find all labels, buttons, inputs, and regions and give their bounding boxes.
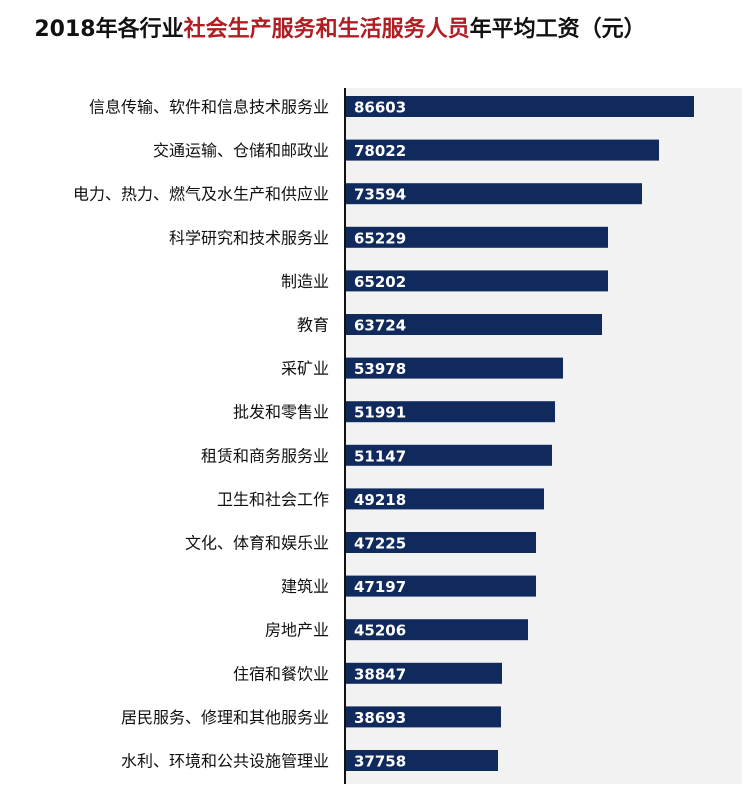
data-label: 78022 — [354, 142, 406, 160]
data-label: 38847 — [354, 665, 406, 683]
bar — [346, 444, 552, 466]
category-label: 批发和零售业 — [233, 403, 329, 422]
chart-title-part: 年平均工资（元） — [469, 17, 646, 42]
data-label: 51147 — [354, 447, 406, 465]
data-label: 47197 — [354, 578, 406, 596]
bar — [346, 270, 608, 292]
data-label: 86603 — [354, 99, 406, 117]
bar — [346, 183, 642, 205]
data-label: 65229 — [354, 229, 406, 247]
category-label: 交通运输、仓储和邮政业 — [153, 141, 329, 160]
category-label: 教育 — [297, 316, 329, 335]
category-label: 住宿和餐饮业 — [233, 664, 329, 683]
category-label: 租赁和商务服务业 — [201, 446, 329, 465]
data-label: 53978 — [354, 360, 406, 378]
bar — [346, 488, 544, 510]
category-label: 电力、热力、燃气及水生产和供应业 — [73, 185, 329, 204]
chart-title: 2018年各行业社会生产服务和生活服务人员年平均工资（元） — [20, 14, 660, 45]
category-label: 科学研究和技术服务业 — [169, 228, 329, 247]
data-label: 47225 — [354, 535, 406, 553]
category-label: 居民服务、修理和其他服务业 — [121, 708, 329, 727]
data-label: 65202 — [354, 273, 406, 291]
bar — [346, 357, 563, 379]
category-label: 采矿业 — [281, 359, 329, 378]
data-label: 49218 — [354, 491, 406, 509]
category-label: 水利、环境和公共设施管理业 — [121, 752, 329, 771]
chart-title-part: 社会生产服务和生活服务人员 — [183, 17, 470, 42]
category-label: 信息传输、软件和信息技术服务业 — [89, 98, 329, 117]
bar — [346, 226, 608, 248]
bar — [346, 532, 536, 553]
bar — [346, 706, 501, 728]
category-label: 文化、体育和娱乐业 — [185, 534, 329, 553]
data-label: 51991 — [354, 404, 406, 422]
bar — [346, 139, 659, 161]
data-label: 63724 — [354, 317, 406, 335]
bar — [346, 575, 536, 597]
chart-title-part: 2018年各行业 — [34, 17, 184, 42]
data-label: 37758 — [354, 753, 406, 771]
category-label: 制造业 — [281, 272, 329, 291]
data-label: 45206 — [354, 622, 406, 640]
bar — [346, 662, 502, 684]
category-label: 建筑业 — [281, 577, 329, 596]
category-label: 卫生和社会工作 — [217, 490, 329, 509]
bar — [346, 750, 498, 771]
data-label: 73594 — [354, 186, 406, 204]
category-label: 房地产业 — [265, 621, 329, 640]
bar — [346, 619, 528, 641]
bar — [346, 314, 602, 335]
data-label: 38693 — [354, 709, 406, 727]
bar — [346, 401, 555, 423]
bar — [346, 96, 694, 117]
